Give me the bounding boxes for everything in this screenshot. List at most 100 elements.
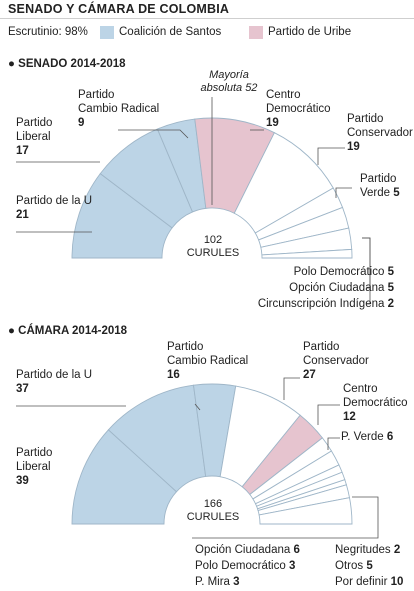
camara-label-conservador: Partido Conservador 27: [303, 340, 369, 382]
leader-line-11: [283, 377, 300, 400]
label-name: Cambio Radical: [167, 355, 249, 367]
leader-line-5: [317, 147, 345, 165]
title-divider: [0, 18, 414, 19]
camara-label-partido-u: Partido de la U 37: [16, 368, 92, 396]
label-value: 3: [288, 560, 296, 572]
label-value: 21: [16, 209, 29, 221]
senado-majority-label: Mayoría absoluta 52: [184, 69, 274, 95]
label-name: Otros: [335, 560, 364, 572]
label-name: Partido: [167, 341, 204, 353]
label-value: 5: [366, 560, 373, 572]
label-value: 3: [233, 576, 240, 588]
label-name: Por definir: [335, 576, 388, 588]
label-value: 27: [303, 369, 316, 381]
camara-label-otros: Otros 5: [335, 559, 373, 573]
label-value: 5: [393, 187, 400, 199]
label-value: 17: [16, 145, 29, 157]
label-name: Partido de la U: [16, 195, 93, 207]
label-value: 10: [390, 576, 404, 588]
label-name: Liberal: [16, 461, 51, 473]
senado-total-unit: CURULES: [186, 247, 240, 259]
label-name: P. Mira: [195, 576, 230, 588]
label-name: Partido de la U: [16, 369, 93, 381]
label-name: Partido: [16, 447, 53, 459]
label-name: Partido: [347, 113, 384, 125]
camara-label-liberal: Partido Liberal 39: [16, 446, 52, 488]
camara-label-verde: P. Verde 6: [341, 430, 393, 444]
leader-line-2: [118, 129, 189, 139]
label-value: 19: [266, 117, 279, 129]
senado-label-indigena: Circunscripción Indígena 2: [258, 297, 394, 311]
label-name: Partido: [16, 117, 53, 129]
label-name: Opción Ciudadana: [195, 544, 291, 556]
senado-label-centro: Centro Democrático 19: [266, 88, 331, 130]
camara-label-mira: P. Mira 3: [195, 575, 240, 589]
label-name: Conservador: [347, 127, 413, 139]
label-value: 16: [167, 369, 180, 381]
page-title: SENADO Y CÁMARA DE COLOMBIA: [8, 2, 230, 16]
leader-lines: [16, 97, 379, 539]
leader-line-8: [362, 237, 371, 289]
camara-title: CÁMARA 2014-2018: [18, 325, 128, 337]
senado-label-opcion: Opción Ciudadana 5: [289, 281, 394, 295]
label-value: 6: [386, 431, 394, 443]
bullet-icon: ●: [8, 58, 15, 70]
majority-line-1: Mayoría: [209, 69, 249, 81]
label-value: 12: [343, 411, 356, 423]
senado-label-partido-u: Partido de la U 21: [16, 194, 92, 222]
label-name: Polo Democrático: [195, 560, 286, 572]
camara-label-cambio: Partido Cambio Radical 16: [167, 340, 248, 382]
camara-hemicycle: [71, 383, 353, 525]
camara-total: 166: [203, 498, 223, 510]
label-value: 5: [387, 266, 394, 278]
leader-line-14: [192, 496, 379, 539]
camara-total-unit: CURULES: [186, 511, 240, 523]
camara-label-opcion: Opción Ciudadana 6: [195, 543, 300, 557]
majority-line-2: absoluta 52: [200, 82, 258, 94]
label-name: Opción Ciudadana: [289, 282, 385, 294]
label-name: Partido: [303, 341, 340, 353]
camara-section-title: ● CÁMARA 2014-2018: [8, 325, 127, 337]
leader-line-13: [327, 437, 340, 450]
senado-label-liberal: Partido Liberal 17: [16, 116, 52, 158]
label-name: Verde: [360, 187, 391, 199]
senado-hemicycle: [71, 117, 353, 259]
legend-label-santos: Coalición de Santos: [119, 26, 222, 38]
legend-label-uribe: Partido de Uribe: [268, 26, 352, 38]
senado-total: 102: [203, 234, 223, 246]
leader-line-6: [335, 187, 352, 198]
camara-center-label: 166 CURULES: [183, 498, 243, 524]
camara-label-polo: Polo Democrático 3: [195, 559, 295, 573]
label-name: Circunscripción Indígena: [257, 298, 385, 310]
senado-label-polo: Polo Democrático 5: [294, 265, 394, 279]
legend-swatch-uribe: [249, 26, 263, 39]
label-value: 5: [387, 282, 394, 294]
label-name: Democrático: [266, 103, 331, 115]
label-name: Democrático: [343, 397, 408, 409]
leader-line-10: [194, 403, 201, 411]
label-value: 19: [347, 141, 360, 153]
label-value: 6: [293, 544, 300, 556]
label-value: 37: [16, 383, 29, 395]
senado-section-title: ● SENADO 2014-2018: [8, 58, 126, 70]
label-name: Centro: [343, 383, 378, 395]
label-name: Polo Democrático: [293, 266, 385, 278]
senado-label-cambio: Partido Cambio Radical 9: [78, 88, 159, 130]
bullet-icon: ●: [8, 325, 15, 337]
label-name: Cambio Radical: [78, 103, 160, 115]
camara-label-negritudes: Negritudes 2: [335, 543, 400, 557]
camara-label-centro: Centro Democrático 12: [343, 382, 408, 424]
camara-label-definir: Por definir 10: [335, 575, 403, 589]
leader-line-12: [317, 404, 340, 425]
label-name: Partido: [360, 173, 397, 185]
legend-swatch-santos: [100, 26, 114, 39]
label-name: Centro: [266, 89, 301, 101]
label-name: Conservador: [303, 355, 369, 367]
label-value: 9: [78, 117, 85, 129]
label-name: P. Verde: [341, 431, 384, 443]
scrutiny-text: Escrutinio: 98%: [8, 26, 88, 38]
label-name: Negritudes: [335, 544, 391, 556]
label-name: Liberal: [16, 131, 51, 143]
label-name: Partido: [78, 89, 115, 101]
